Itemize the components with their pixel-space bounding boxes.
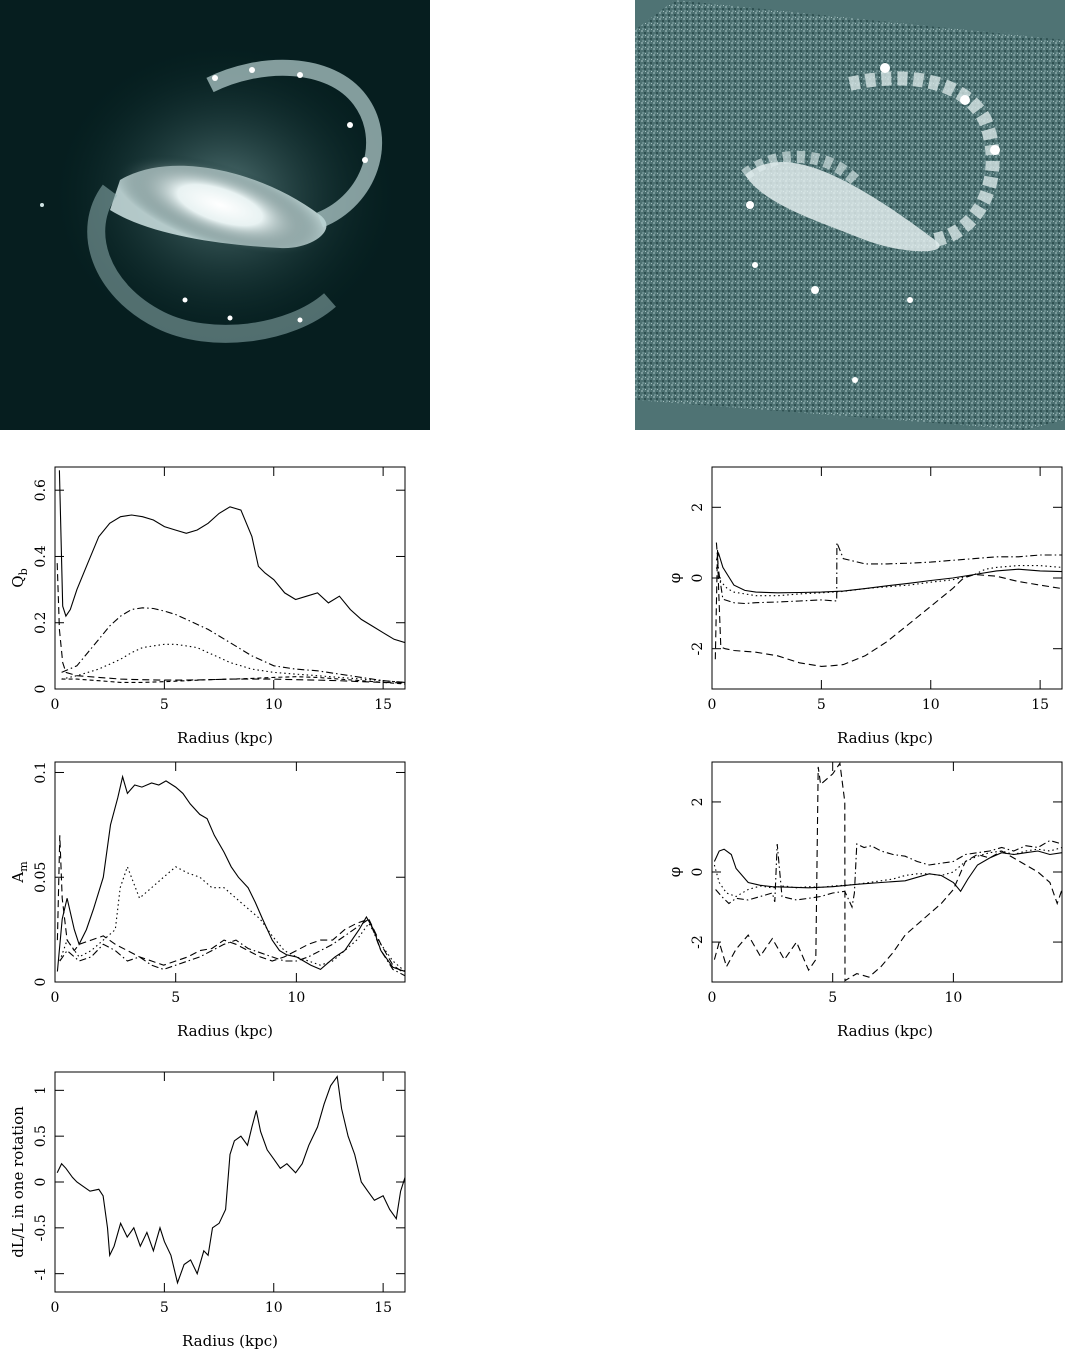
x-tick-label: 0 <box>708 697 717 713</box>
y-tick-label: 0 <box>690 868 706 877</box>
x-tick-label: 5 <box>171 990 180 1006</box>
x-axis-label: Radius (kpc) <box>182 1332 278 1350</box>
y-tick-label: -2 <box>690 935 706 949</box>
series-line-solid-0 <box>715 551 1062 594</box>
x-tick-label: 10 <box>922 697 940 713</box>
x-tick-label: 5 <box>828 990 837 1006</box>
series-line-dashed-3 <box>56 563 405 684</box>
x-axis-label: Radius (kpc) <box>177 1022 273 1040</box>
series-line-dashdot-1 <box>61 607 405 683</box>
y-tick-label: 2 <box>690 503 706 512</box>
y-axis-label: Qb <box>9 568 30 587</box>
x-axis-label: Radius (kpc) <box>837 1022 933 1040</box>
galaxy-halpha-image <box>635 0 1065 430</box>
y-tick-label: 0.2 <box>33 612 49 634</box>
y-axis-label: Am <box>9 861 30 884</box>
y-tick-label: -1 <box>33 1267 49 1281</box>
y-axis-label: φ <box>666 867 684 878</box>
x-tick-label: 15 <box>374 697 392 713</box>
chart-dl-svg: 0 5 10 15 -1 -0.5 0 0.5 1 Radius (kpc) dL/L in one… <box>9 1071 406 1350</box>
y-axis-label: φ <box>666 573 684 584</box>
chart-phi-bottom: 0 5 10 -2 0 2 Radius (kpc) φ <box>655 750 1065 1050</box>
series-line-solid-0 <box>713 848 1062 893</box>
series-line-dashdot-2 <box>715 542 1062 605</box>
y-tick-label: 0 <box>690 574 706 583</box>
y-tick-label: 0.5 <box>33 1125 49 1147</box>
x-tick-label: 0 <box>51 1300 60 1316</box>
chart-qb-svg: 0 5 10 15 0 0.2 0.4 0.6 Radius (kpc) Qb <box>9 466 406 747</box>
x-tick-label: 10 <box>265 697 283 713</box>
x-axis-label: Radius (kpc) <box>837 729 933 747</box>
series-line-dashed-3 <box>714 549 1062 667</box>
x-axis-label: Radius (kpc) <box>177 729 273 747</box>
x-tick-label: 15 <box>1031 697 1049 713</box>
plot-frame <box>54 466 406 690</box>
chart-am: 0 5 10 0 0.05 0.1 Radius (kpc) Am <box>0 750 420 1050</box>
galaxy-optical-image <box>0 0 430 430</box>
series-line-dashed-2 <box>56 835 405 975</box>
y-tick-label: 0.1 <box>33 761 49 783</box>
x-tick-label: 10 <box>287 990 305 1006</box>
y-tick-label: 0.05 <box>33 862 49 893</box>
x-tick-label: 0 <box>51 990 60 1006</box>
chart-phi-top: 0 5 10 15 -2 0 2 Radius (kpc) φ <box>655 455 1065 755</box>
chart-qb: 0 5 10 15 0 0.2 0.4 0.6 Radius (kpc) Qb <box>0 455 420 755</box>
y-tick-label: 0 <box>33 1178 49 1187</box>
x-tick-label: 15 <box>374 1300 392 1316</box>
y-tick-label: 0 <box>33 685 49 694</box>
x-tick-label: 0 <box>51 697 60 713</box>
series-line-dotted-2 <box>61 643 405 683</box>
series-line-dotted-1 <box>713 846 1062 898</box>
series-line-dashdot-3 <box>59 918 405 977</box>
y-tick-label: 0.6 <box>33 479 49 501</box>
y-tick-label: 0 <box>33 978 49 987</box>
chart-phi-bottom-svg: 0 5 10 -2 0 2 Radius (kpc) φ <box>666 761 1063 1040</box>
x-tick-label: 0 <box>708 990 717 1006</box>
y-axis-label: dL/L in one rotation <box>9 1106 27 1258</box>
x-tick-label: 10 <box>944 990 962 1006</box>
y-tick-label: -2 <box>690 642 706 656</box>
x-tick-label: 10 <box>265 1300 283 1316</box>
series-line-dashed-3 <box>713 762 1062 982</box>
y-tick-label: 0.4 <box>33 545 49 567</box>
plot-frame <box>54 761 406 983</box>
y-tick-label: -0.5 <box>33 1214 49 1241</box>
chart-dl: 0 5 10 15 -1 -0.5 0 0.5 1 Radius (kpc) dL/L in one… <box>0 1060 420 1357</box>
plot-frame <box>711 761 1063 983</box>
series-line-solid-0 <box>56 774 405 973</box>
x-tick-label: 5 <box>160 697 169 713</box>
series-line-dashdot-2 <box>715 839 1062 909</box>
x-tick-label: 5 <box>160 1300 169 1316</box>
x-tick-label: 5 <box>817 697 826 713</box>
chart-phi-top-svg: 0 5 10 15 -2 0 2 Radius (kpc) φ <box>666 466 1063 747</box>
plot-frame <box>711 466 1063 690</box>
series-line-dotted-1 <box>715 565 1062 597</box>
series-line-dotted-1 <box>59 865 405 972</box>
plot-frame <box>54 1071 406 1293</box>
series-line-solid-0 <box>56 1075 405 1285</box>
series-line-dashed2-4 <box>61 676 405 685</box>
y-tick-label: 1 <box>33 1086 49 1095</box>
chart-am-svg: 0 5 10 0 0.05 0.1 Radius (kpc) Am <box>9 761 406 1040</box>
y-tick-label: 2 <box>690 797 706 806</box>
series-line-solid-0 <box>58 470 405 644</box>
